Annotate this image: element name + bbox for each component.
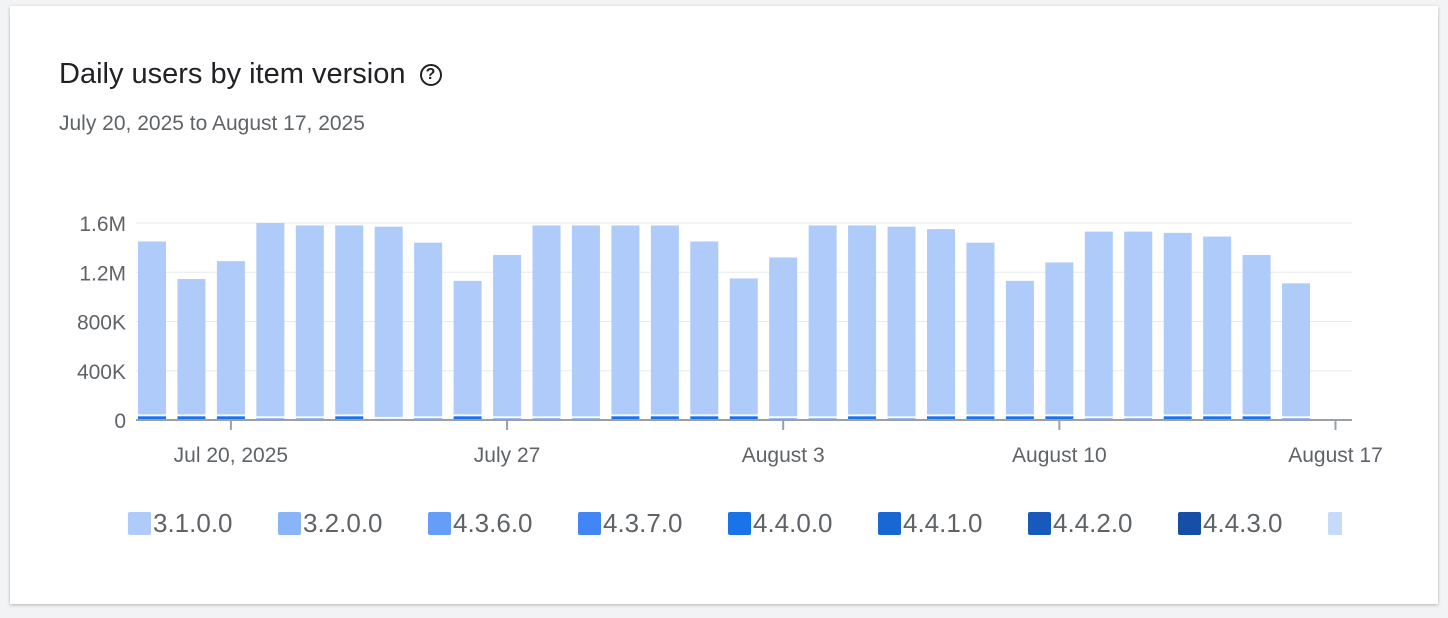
bar-segment-3.1.0.0 xyxy=(256,223,285,417)
bar-segment-3.1.0.0 xyxy=(1084,231,1113,417)
bar-segment-3.1.0.0 xyxy=(769,257,798,417)
legend-label: 4.4.3.0 xyxy=(1203,508,1283,538)
legend-label: 4.3.7.0 xyxy=(603,508,683,538)
legend-item[interactable]: 4.3.6.0 xyxy=(428,508,578,539)
bar-segment-3.1.0.0 xyxy=(138,241,166,415)
legend-swatch xyxy=(578,512,601,535)
legend-item[interactable]: 4.4.2.0 xyxy=(1028,508,1178,539)
legend-item[interactable]: 4.4.0.0 xyxy=(728,508,878,539)
bar-segment-base xyxy=(927,416,955,420)
bar-segment-base xyxy=(1163,416,1192,420)
date-range: July 20, 2025 to August 17, 2025 xyxy=(59,112,365,135)
bar-segment-3.1.0.0 xyxy=(1203,236,1232,415)
x-tick-label: Jul 20, 2025 xyxy=(174,444,288,467)
bar-segment-3.1.0.0 xyxy=(532,225,561,417)
legend-item[interactable]: 4.3.7.0 xyxy=(578,508,728,539)
bar-segment-3.1.0.0 xyxy=(1163,232,1192,415)
bar-segment-base xyxy=(453,416,482,420)
bar-segment-base xyxy=(729,416,758,420)
legend-label: 4.3.6.0 xyxy=(453,508,533,538)
y-tick-label: 400K xyxy=(77,361,126,384)
y-tick-label: 0 xyxy=(114,410,126,433)
bar-segment-3.1.0.0 xyxy=(927,229,955,415)
legend-item[interactable]: 3.1.0.0 xyxy=(128,508,278,539)
bar-segment-base xyxy=(1242,416,1271,420)
bar-segment-base xyxy=(177,416,206,420)
bar-segment-3.1.0.0 xyxy=(335,225,364,415)
bar-segment-3.1.0.0 xyxy=(1005,280,1034,415)
x-tick-label: August 10 xyxy=(1012,444,1107,467)
bar-segment-base xyxy=(1045,416,1074,420)
bar-segment-3.1.0.0 xyxy=(808,225,837,417)
chart-title: Daily users by item version xyxy=(59,58,406,90)
bar-segment-3.1.0.0 xyxy=(729,278,758,415)
legend-item[interactable] xyxy=(1328,508,1342,539)
bar-segment-base xyxy=(1005,416,1034,420)
bar-segment-3.1.0.0 xyxy=(650,225,679,415)
legend-item[interactable]: 4.4.1.0 xyxy=(878,508,1028,539)
legend-label: 4.4.2.0 xyxy=(1053,508,1133,538)
bar-segment-base xyxy=(966,416,995,420)
legend-swatch xyxy=(1028,512,1051,535)
legend-swatch xyxy=(1178,512,1201,535)
bar-segment-3.1.0.0 xyxy=(887,226,916,417)
legend: 3.1.0.0 3.2.0.0 4.3.6.0 4.3.7.0 4.4.0.0 4.4.1… xyxy=(128,508,1342,539)
bar-segment-3.1.0.0 xyxy=(571,225,600,417)
legend-swatch xyxy=(278,512,301,535)
bar-segment-3.1.0.0 xyxy=(848,225,877,415)
y-tick-label: 1.6M xyxy=(79,213,126,236)
bar-segment-3.1.0.0 xyxy=(611,225,640,415)
bar-segment-base xyxy=(650,416,679,420)
legend-swatch xyxy=(1328,512,1342,535)
bar-chart: 0 400K 800K 1.2M 1.6M Jul 20, 2025 July 27 Augu… xyxy=(77,213,1383,467)
chart-title-row: Daily users by item version ? xyxy=(59,58,442,91)
legend-swatch xyxy=(728,512,751,535)
bar-segment-3.1.0.0 xyxy=(1282,283,1311,417)
legend-swatch xyxy=(128,512,151,535)
legend-swatch xyxy=(428,512,451,535)
legend-label: 4.4.1.0 xyxy=(903,508,983,538)
x-tick-label: August 17 xyxy=(1288,444,1383,467)
bar-segment-3.1.0.0 xyxy=(374,226,403,417)
bar-segment-3.1.0.0 xyxy=(966,242,995,415)
bar-segment-3.1.0.0 xyxy=(414,242,443,417)
bar-segment-3.1.0.0 xyxy=(690,241,719,415)
bar-segment-base xyxy=(848,416,877,420)
legend-item[interactable]: 3.2.0.0 xyxy=(278,508,428,539)
bar-segment-base xyxy=(335,416,364,420)
bar-segment-base xyxy=(138,416,166,420)
bar-segment-base xyxy=(611,416,640,420)
bar-segment-3.1.0.0 xyxy=(216,261,245,415)
bar-segment-3.1.0.0 xyxy=(1045,262,1074,415)
bar-segment-base xyxy=(1203,416,1232,420)
bar-segment-3.1.0.0 xyxy=(453,280,482,415)
y-tick-label: 1.2M xyxy=(79,262,126,285)
question-circle-icon[interactable]: ? xyxy=(419,63,442,86)
bar-segment-base xyxy=(690,416,719,420)
x-tick-label: August 3 xyxy=(742,444,825,467)
bar-segment-base xyxy=(216,416,245,420)
legend-swatch xyxy=(878,512,901,535)
chart-card: Daily users by item version ? July 20, 2… xyxy=(10,6,1438,604)
bar-segment-3.1.0.0 xyxy=(493,255,522,417)
legend-item[interactable]: 4.4.3.0 xyxy=(1178,508,1328,539)
x-tick-label: July 27 xyxy=(474,444,541,467)
y-tick-label: 800K xyxy=(77,312,126,335)
legend-label: 3.1.0.0 xyxy=(153,508,233,538)
bar-segment-3.1.0.0 xyxy=(295,225,324,417)
bar-segment-3.1.0.0 xyxy=(1124,231,1153,417)
legend-label: 3.2.0.0 xyxy=(303,508,383,538)
legend-label: 4.4.0.0 xyxy=(753,508,833,538)
bar-segment-3.1.0.0 xyxy=(1242,255,1271,415)
bar-segment-3.1.0.0 xyxy=(177,279,206,415)
